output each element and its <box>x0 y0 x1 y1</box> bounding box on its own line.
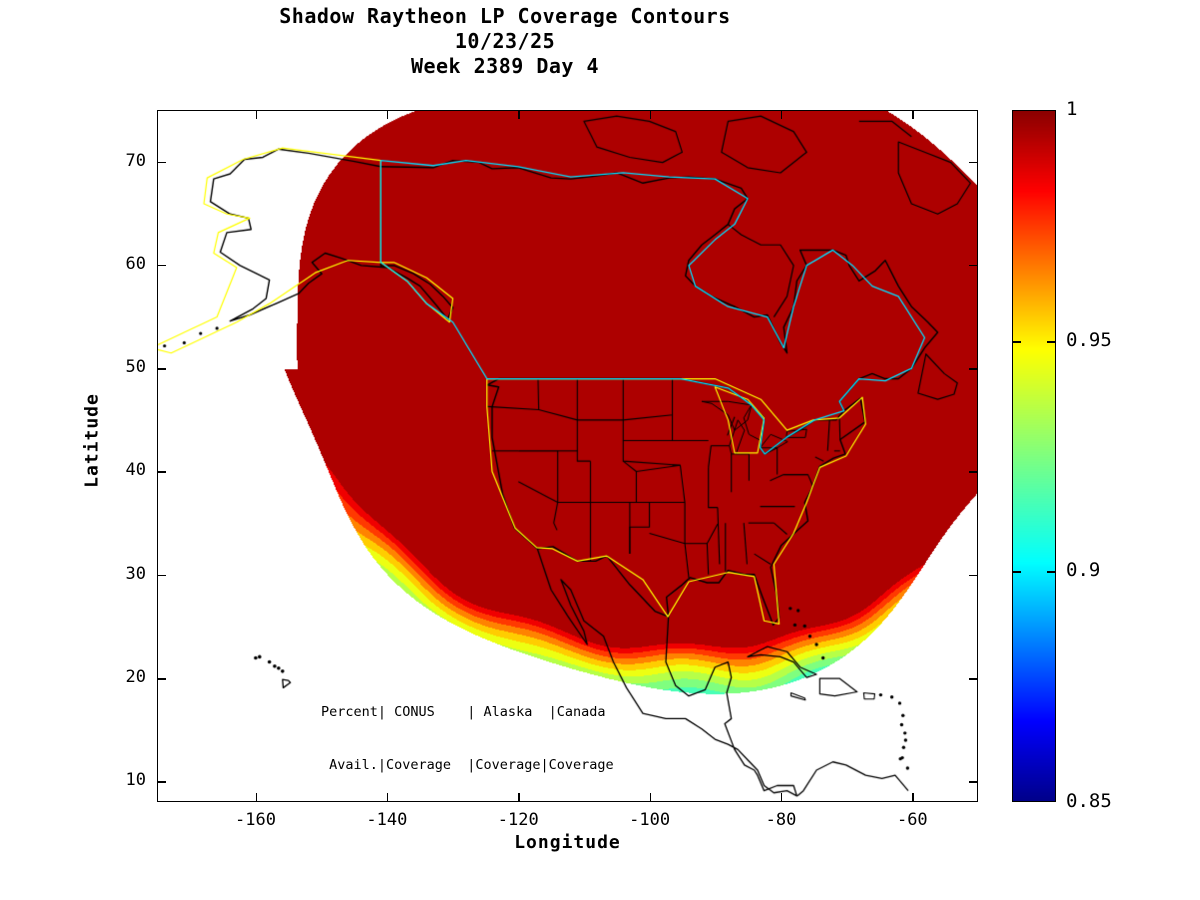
x-tick-mark <box>255 110 258 119</box>
x-tick-mark <box>649 793 652 802</box>
colorbar-tick-mark <box>1047 571 1056 574</box>
page-title: Shadow Raytheon LP Coverage Contours 10/… <box>0 4 1010 79</box>
y-tick-label: 70 <box>125 150 146 171</box>
y-axis-label: Latitude <box>81 393 103 488</box>
x-tick-mark <box>518 110 520 119</box>
colorbar-tick-mark <box>1012 571 1021 574</box>
colorbar <box>1012 110 1056 802</box>
colorbar-tick-label: 0.95 <box>1066 328 1112 351</box>
colorbar-tick-label: 0.9 <box>1066 559 1101 582</box>
y-tick-mark <box>157 678 166 680</box>
colorbar-tick-label: 0.85 <box>1066 790 1112 812</box>
stats-header-row-2: Avail.|Coverage |Coverage|Coverage <box>321 756 614 773</box>
x-tick-mark <box>386 110 389 119</box>
colorbar-tick-label: 1 <box>1066 98 1078 120</box>
x-tick-mark <box>780 110 783 119</box>
x-tick-label: -140 <box>366 810 408 830</box>
x-tick-label: -60 <box>896 810 928 830</box>
title-line-3: Week 2389 Day 4 <box>410 54 600 78</box>
stats-header-row-1: Percent| CONUS | Alaska |Canada <box>321 704 606 720</box>
x-tick-mark <box>649 110 652 119</box>
y-tick-mark <box>157 471 166 473</box>
x-tick-mark <box>912 110 914 119</box>
x-tick-label: -120 <box>497 810 539 830</box>
coverage-contour-plot: Percent| CONUS | Alaska |Canada Avail.|C… <box>157 110 978 802</box>
coverage-statistics-table: Percent| CONUS | Alaska |Canada Avail.|C… <box>321 669 622 801</box>
y-tick-label: 20 <box>125 667 146 688</box>
y-tick-mark <box>157 368 166 370</box>
colorbar-gradient <box>1013 111 1055 801</box>
title-line-1: Shadow Raytheon LP Coverage Contours <box>279 4 731 28</box>
y-tick-mark <box>969 678 978 680</box>
y-tick-mark <box>969 264 978 267</box>
x-tick-label: -80 <box>765 810 797 830</box>
y-tick-mark <box>969 574 978 577</box>
y-tick-mark <box>157 264 166 267</box>
y-tick-mark <box>969 368 978 370</box>
title-line-2: 10/23/25 <box>454 29 556 53</box>
y-tick-mark <box>157 781 166 783</box>
y-tick-mark <box>157 161 166 164</box>
y-tick-label: 60 <box>125 253 146 274</box>
y-tick-label: 40 <box>125 460 146 481</box>
y-tick-mark <box>969 471 978 473</box>
x-tick-mark <box>780 793 783 802</box>
x-axis-label: Longitude <box>514 832 621 853</box>
x-tick-mark <box>386 793 389 802</box>
y-tick-mark <box>157 574 166 577</box>
y-tick-mark <box>969 781 978 783</box>
x-tick-mark <box>518 793 520 802</box>
y-tick-label: 50 <box>125 357 146 378</box>
contour-canvas <box>158 111 977 801</box>
x-tick-label: -160 <box>235 810 276 830</box>
x-tick-mark <box>912 793 914 802</box>
y-tick-label: 10 <box>125 770 146 791</box>
x-tick-label: -100 <box>629 810 671 830</box>
colorbar-tick-mark <box>1047 340 1056 343</box>
x-tick-mark <box>255 793 258 802</box>
y-tick-label: 30 <box>125 563 146 584</box>
y-tick-mark <box>969 161 978 164</box>
colorbar-tick-mark <box>1012 340 1021 343</box>
